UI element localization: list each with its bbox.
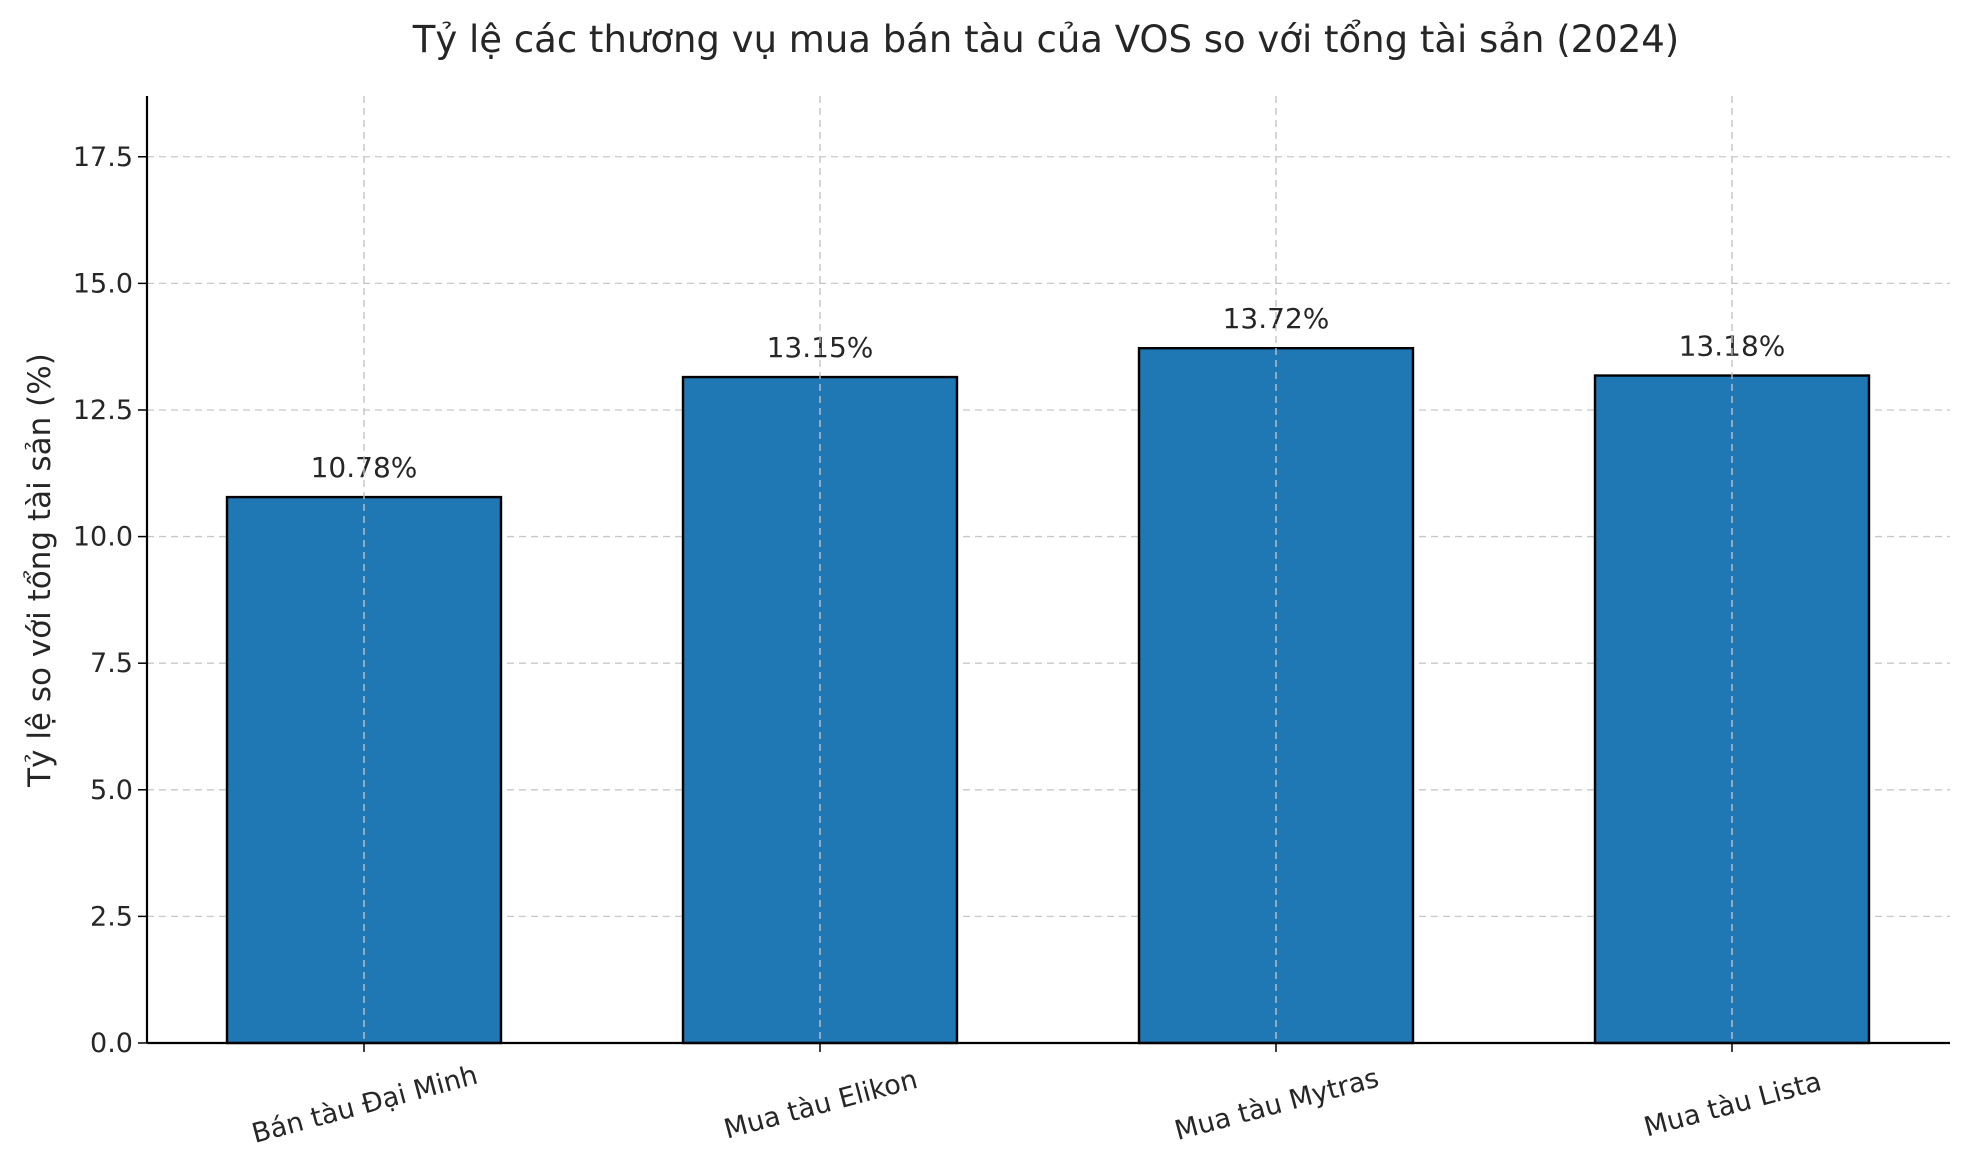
y-tick-label: 10.0 [73,522,133,553]
y-tick-label: 5.0 [90,775,133,806]
data-labels: 10.78%13.15%13.72%13.18% [311,96,1786,1043]
y-ticks: 0.0 2.5 5.0 7.5 10.0 12.5 15.0 17.5 [73,142,147,1059]
x-category-label: Bán tàu Đại Minh [249,1060,481,1150]
bars [225,346,1871,1045]
y-tick-label: 2.5 [90,901,133,932]
x-category-label: Mua tàu Mytras [1171,1063,1382,1147]
y-tick-label: 7.5 [90,648,133,679]
bar-value-label: 13.18% [1679,330,1786,363]
x-ticks: Bán tàu Đại Minh Mua tàu Elikon Mua tàu My… [249,1043,1825,1150]
x-category-label: Mua tàu Elikon [721,1064,921,1145]
axes [145,96,1950,1045]
y-tick-label: 15.0 [73,268,133,299]
y-axis-label: Tỷ lệ so với tổng tài sản (%) [22,353,58,788]
x-category-label: Mua tàu Lista [1641,1066,1825,1143]
y-tick-label: 12.5 [73,395,133,426]
chart-title: Tỷ lệ các thương vụ mua bán tàu của VOS … [412,18,1680,61]
y-tick-label: 0.0 [90,1028,133,1059]
y-tick-label: 17.5 [73,142,133,173]
